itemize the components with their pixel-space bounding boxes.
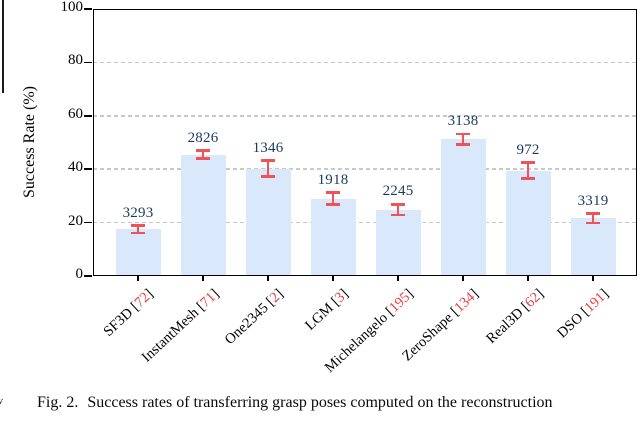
bar-SF3D bbox=[115, 229, 161, 276]
bar-LGM bbox=[310, 198, 356, 276]
count-label-ZeroShape: 3138 bbox=[447, 112, 479, 129]
error-bar-cap-bottom-Real3D bbox=[521, 177, 535, 180]
x-tick-mark-ZeroShape bbox=[462, 276, 464, 281]
figure-caption-text: Success rates of transferring grasp pose… bbox=[87, 394, 553, 411]
error-bar-cap-bottom-ZeroShape bbox=[456, 143, 470, 146]
bar-One2345 bbox=[245, 168, 291, 276]
x-tick-label-SF3D: SF3D [72] bbox=[101, 286, 158, 340]
x-tick-mark-SF3D bbox=[137, 276, 139, 281]
error-bar-line-One2345 bbox=[266, 160, 270, 177]
count-label-SF3D: 3293 bbox=[122, 204, 154, 221]
left-edge-rule bbox=[2, 0, 4, 93]
count-label-DSO: 3319 bbox=[577, 192, 609, 209]
error-bar-line-DSO bbox=[591, 213, 595, 224]
figure-caption-label: Fig. 2. bbox=[37, 394, 79, 411]
count-label-InstantMesh: 2826 bbox=[187, 129, 219, 146]
error-bar-cap-top-InstantMesh bbox=[196, 149, 210, 152]
y-tick-mark-0 bbox=[84, 275, 92, 277]
gridline-80 bbox=[93, 61, 637, 64]
count-label-Real3D: 972 bbox=[516, 141, 540, 158]
error-bar-line-Real3D bbox=[526, 162, 530, 179]
x-tick-label-DSO: DSO [191] bbox=[554, 286, 612, 342]
bar-DSO bbox=[570, 218, 616, 276]
figure-caption: Fig. 2. Success rates of transferring gra… bbox=[37, 394, 640, 412]
page-edge-text-fragment: v bbox=[0, 396, 3, 407]
error-bar-cap-bottom-Michelangelo bbox=[391, 213, 405, 217]
bar-chart-plot-area: 0 20 40 60 80 100 3293 SF3D [72] 2826 InstantMesh… bbox=[61, 0, 637, 376]
error-bar-cap-top-SF3D bbox=[131, 224, 145, 227]
gridline-40 bbox=[93, 168, 637, 170]
count-label-Michelangelo: 2245 bbox=[382, 183, 414, 200]
x-tick-mark-InstantMesh bbox=[202, 276, 204, 281]
bar-Real3D bbox=[505, 170, 551, 276]
error-bar-cap-top-One2345 bbox=[261, 159, 275, 162]
error-bar-line-SF3D bbox=[136, 225, 140, 234]
bar-Michelangelo bbox=[375, 209, 421, 276]
error-bar-cap-bottom-LGM bbox=[326, 203, 340, 206]
y-tick-mark-80 bbox=[84, 61, 92, 64]
x-tick-mark-LGM bbox=[332, 276, 334, 281]
bar-InstantMesh bbox=[180, 154, 226, 276]
x-tick-label-LGM: LGM [3] bbox=[302, 286, 352, 334]
error-bar-cap-bottom-DSO bbox=[586, 221, 600, 225]
method-name: InstantMesh [ bbox=[138, 299, 208, 366]
x-tick-mark-DSO bbox=[592, 276, 594, 281]
y-tick-mark-40 bbox=[84, 168, 92, 171]
y-tick-label-20: 20 bbox=[68, 212, 83, 229]
count-label-LGM: 1918 bbox=[317, 171, 349, 188]
x-tick-mark-Michelangelo bbox=[397, 276, 399, 281]
error-bar-line-InstantMesh bbox=[201, 150, 205, 159]
y-tick-label-60: 60 bbox=[68, 105, 83, 122]
gridline-20 bbox=[93, 221, 637, 224]
y-tick-mark-60 bbox=[84, 114, 92, 117]
error-bar-cap-top-DSO bbox=[586, 212, 600, 215]
y-tick-label-0: 0 bbox=[75, 266, 84, 282]
error-bar-cap-bottom-One2345 bbox=[261, 175, 275, 178]
error-bar-line-Michelangelo bbox=[396, 204, 400, 216]
y-tick-label-100: 100 bbox=[60, 0, 84, 15]
method-name: One2345 [ bbox=[222, 294, 279, 348]
y-tick-label-40: 40 bbox=[68, 159, 83, 176]
y-tick-mark-20 bbox=[84, 221, 92, 224]
error-bar-cap-top-LGM bbox=[326, 191, 340, 194]
error-bar-cap-top-Michelangelo bbox=[391, 203, 405, 206]
error-bar-cap-top-ZeroShape bbox=[456, 132, 470, 136]
error-bar-line-ZeroShape bbox=[461, 133, 465, 145]
error-bar-line-LGM bbox=[331, 192, 335, 205]
x-tick-label-Real3D: Real3D [62] bbox=[483, 286, 547, 348]
x-tick-label-One2345: One2345 [2] bbox=[222, 286, 288, 349]
y-tick-mark-100 bbox=[84, 8, 92, 10]
x-tick-mark-Real3D bbox=[527, 276, 529, 281]
bar-ZeroShape bbox=[440, 139, 486, 276]
x-tick-mark-One2345 bbox=[267, 276, 269, 281]
y-tick-label-80: 80 bbox=[68, 52, 83, 69]
method-name: Real3D [ bbox=[483, 299, 533, 347]
gridline-60 bbox=[93, 115, 637, 117]
count-label-One2345: 1346 bbox=[252, 139, 284, 156]
method-name: ZeroShape [ bbox=[399, 304, 463, 365]
error-bar-cap-bottom-InstantMesh bbox=[196, 157, 210, 160]
y-axis-title: Success Rate (%) bbox=[21, 86, 38, 198]
error-bar-cap-top-Real3D bbox=[521, 161, 535, 164]
error-bar-cap-bottom-SF3D bbox=[131, 231, 145, 235]
